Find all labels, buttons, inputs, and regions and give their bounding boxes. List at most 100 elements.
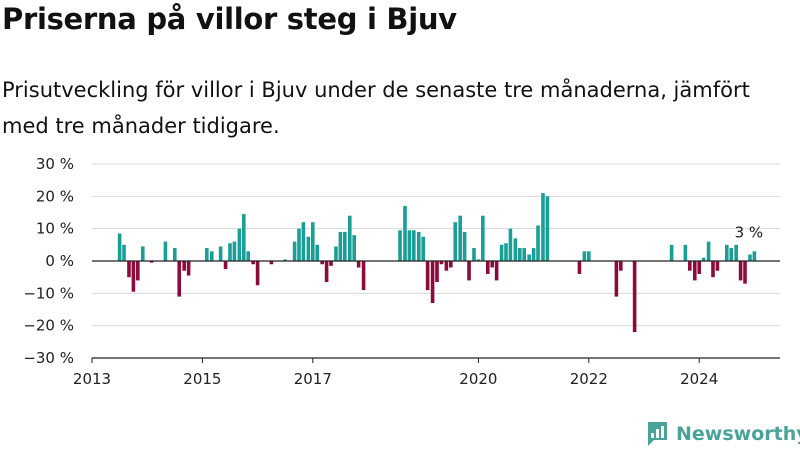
- bar: [683, 244, 688, 261]
- bar: [499, 244, 504, 261]
- bar: [504, 243, 508, 261]
- bar: [228, 243, 232, 261]
- bar: [218, 246, 223, 261]
- bar: [140, 246, 145, 261]
- bar: [223, 261, 228, 270]
- bar: [136, 261, 140, 281]
- bar: [697, 261, 701, 274]
- bar: [205, 248, 209, 261]
- y-axis-ticks: −30 % −20 % −10 % 0 % 10 % 20 % 30 %: [23, 155, 74, 367]
- newsworthy-logo-icon: [648, 422, 667, 446]
- bar: [255, 261, 260, 286]
- bar: [334, 246, 338, 261]
- y-tick-label: 0 %: [45, 252, 74, 270]
- bar: [329, 261, 333, 266]
- bar: [320, 261, 324, 265]
- bar: [449, 261, 453, 268]
- y-tick-label: 20 %: [36, 187, 74, 205]
- bar: [743, 261, 747, 284]
- bar: [149, 261, 154, 263]
- bar: [462, 231, 467, 261]
- bar: [237, 228, 242, 261]
- bar: [545, 196, 550, 261]
- x-tick-label: 2013: [73, 370, 111, 388]
- y-tick-label: −10 %: [23, 284, 74, 302]
- bar: [752, 251, 757, 261]
- bar: [688, 261, 692, 271]
- bar: [577, 261, 582, 274]
- bar: [269, 261, 274, 265]
- bar: [232, 241, 237, 261]
- bar: [301, 222, 306, 261]
- chart-title: Priserna på villor steg i Bjuv: [2, 2, 457, 36]
- bar: [131, 261, 136, 292]
- bar: [297, 228, 301, 261]
- bar: [481, 215, 485, 261]
- bar: [315, 244, 320, 261]
- bar: [416, 231, 421, 261]
- bar: [458, 215, 462, 261]
- bar: [122, 244, 126, 261]
- bar: [748, 254, 752, 261]
- bar: [444, 261, 449, 271]
- bar: [439, 261, 444, 265]
- bar: [338, 231, 343, 261]
- bar: [209, 251, 214, 261]
- bar: [324, 261, 329, 283]
- bar: [430, 261, 435, 304]
- bar: [251, 261, 255, 265]
- bar: [711, 261, 715, 278]
- bar: [513, 238, 518, 261]
- brand-logo[interactable]: Newsworthy: [646, 420, 800, 448]
- bars: [117, 193, 757, 333]
- bar: [536, 225, 540, 261]
- bar: [467, 261, 471, 281]
- bar: [729, 248, 734, 261]
- bar: [163, 241, 168, 261]
- annotations: 3 %: [735, 223, 764, 241]
- bar: [701, 257, 706, 261]
- bar: [531, 248, 536, 261]
- axes: [92, 260, 780, 359]
- bar: [614, 261, 619, 297]
- x-tick-label: 2020: [459, 370, 497, 388]
- bar: [725, 244, 729, 261]
- bar: [356, 261, 361, 268]
- bar: [587, 251, 591, 261]
- bar: [619, 261, 623, 271]
- x-axis-ticks: 2013 2015 2017 2020 2022 2024: [73, 358, 718, 388]
- bar: [738, 261, 743, 281]
- x-tick-label: 2015: [183, 370, 221, 388]
- bar: [173, 248, 177, 261]
- bar: [246, 251, 251, 261]
- bar: [407, 230, 412, 261]
- bar: [518, 248, 522, 261]
- bar: [306, 236, 311, 261]
- bar: [476, 259, 481, 261]
- brand-name: Newsworthy: [676, 423, 800, 445]
- bar: [485, 261, 490, 274]
- bar: [632, 261, 637, 333]
- bar: [343, 231, 347, 261]
- bar: [472, 248, 476, 261]
- x-tick-label: 2022: [570, 370, 608, 388]
- bar: [186, 261, 191, 276]
- chart-subtitle: Prisutveckling för villor i Bjuv under d…: [2, 78, 750, 138]
- bar: [669, 244, 674, 261]
- bar: [522, 248, 527, 261]
- bar: [177, 261, 182, 297]
- bar: [706, 241, 711, 261]
- bar: [182, 261, 186, 271]
- bar: [421, 236, 425, 261]
- bar: [242, 214, 246, 261]
- y-tick-label: 10 %: [36, 220, 74, 238]
- bar: [425, 261, 430, 291]
- bar: [582, 251, 587, 261]
- bar: [311, 222, 315, 261]
- bar: [715, 261, 720, 271]
- last-value-label: 3 %: [735, 223, 764, 241]
- bar: [117, 233, 122, 261]
- bar: [352, 235, 356, 261]
- bar: [412, 230, 416, 261]
- y-tick-label: 30 %: [36, 155, 74, 173]
